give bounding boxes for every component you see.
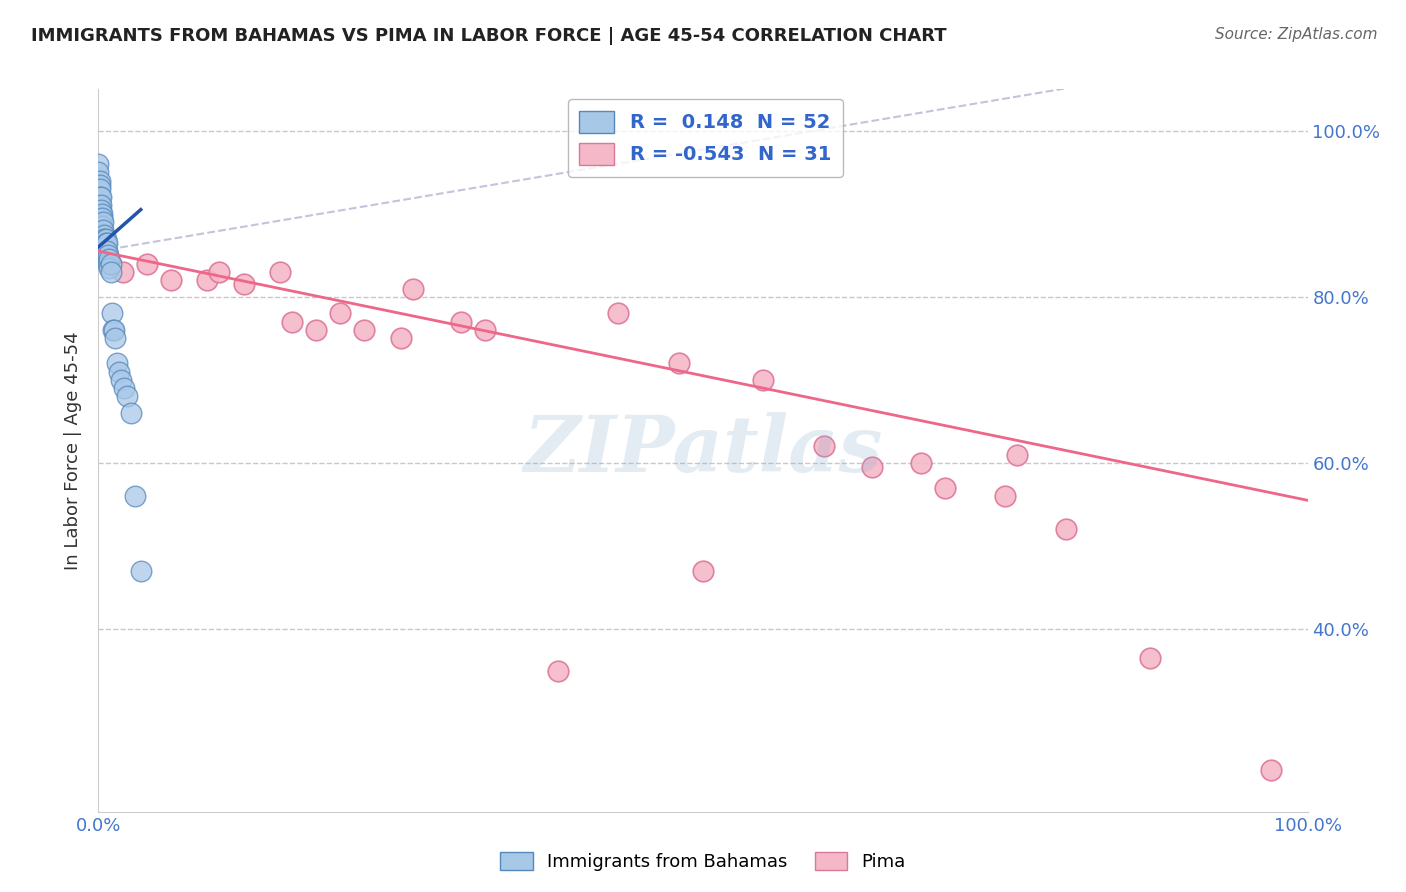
Point: [668, 356, 690, 370]
Point: [135, 257, 157, 271]
Point: [96, 252, 118, 267]
Point: [90, 190, 112, 204]
Point: [96, 235, 118, 250]
Point: [104, 331, 127, 345]
Point: [105, 356, 128, 370]
Point: [97, 248, 120, 262]
Point: [910, 456, 932, 470]
Point: [108, 365, 131, 379]
Point: [450, 315, 472, 329]
Point: [100, 265, 122, 279]
Point: [90, 219, 112, 234]
Point: [1054, 522, 1077, 536]
Point: [1007, 448, 1029, 462]
Point: [281, 315, 304, 329]
Point: [91, 207, 114, 221]
Point: [1260, 763, 1282, 777]
Point: [353, 323, 375, 337]
Point: [112, 381, 135, 395]
Text: IMMIGRANTS FROM BAHAMAS VS PIMA IN LABOR FORCE | AGE 45-54 CORRELATION CHART: IMMIGRANTS FROM BAHAMAS VS PIMA IN LABOR…: [31, 27, 946, 45]
Point: [100, 257, 122, 271]
Point: [91, 211, 114, 225]
Point: [100, 306, 122, 320]
Point: [93, 240, 115, 254]
Point: [120, 406, 142, 420]
Point: [100, 257, 122, 271]
Point: [101, 323, 124, 337]
Point: [89, 182, 111, 196]
Point: [269, 265, 291, 279]
Point: [994, 489, 1017, 503]
Point: [89, 207, 111, 221]
Text: Source: ZipAtlas.com: Source: ZipAtlas.com: [1215, 27, 1378, 42]
Point: [110, 373, 132, 387]
Point: [389, 331, 412, 345]
Point: [474, 323, 496, 337]
Point: [93, 232, 115, 246]
Point: [89, 178, 111, 192]
Point: [91, 215, 114, 229]
Point: [232, 277, 254, 292]
Point: [93, 248, 115, 262]
Point: [860, 460, 883, 475]
Point: [111, 265, 134, 279]
Point: [402, 281, 425, 295]
Text: ZIPatlas: ZIPatlas: [523, 412, 883, 489]
Point: [103, 323, 125, 337]
Point: [90, 227, 112, 242]
Point: [91, 219, 114, 234]
Point: [91, 232, 114, 246]
Point: [98, 260, 121, 275]
Point: [89, 232, 111, 246]
Point: [89, 215, 111, 229]
Point: [89, 211, 111, 225]
Point: [813, 439, 835, 453]
Point: [91, 235, 114, 250]
Point: [117, 389, 139, 403]
Point: [90, 202, 112, 217]
Point: [124, 489, 146, 503]
Point: [94, 232, 117, 246]
Point: [90, 198, 112, 212]
Point: [87, 157, 110, 171]
Legend: R =  0.148  N = 52, R = -0.543  N = 31: R = 0.148 N = 52, R = -0.543 N = 31: [568, 99, 842, 177]
Point: [94, 244, 117, 259]
Point: [329, 306, 352, 320]
Point: [305, 323, 328, 337]
Point: [129, 564, 152, 578]
Point: [97, 257, 120, 271]
Point: [934, 481, 956, 495]
Point: [89, 173, 111, 187]
Legend: Immigrants from Bahamas, Pima: Immigrants from Bahamas, Pima: [494, 845, 912, 879]
Point: [90, 211, 112, 225]
Point: [195, 273, 218, 287]
Point: [208, 265, 231, 279]
Point: [93, 227, 115, 242]
Point: [160, 273, 183, 287]
Point: [98, 252, 121, 267]
Point: [607, 306, 630, 320]
Point: [89, 198, 111, 212]
Point: [91, 227, 114, 242]
Point: [96, 244, 118, 259]
Point: [89, 190, 111, 204]
Point: [692, 564, 714, 578]
Point: [547, 664, 569, 678]
Point: [1139, 651, 1161, 665]
Point: [752, 373, 775, 387]
Point: [87, 165, 110, 179]
Point: [91, 223, 114, 237]
Point: [94, 235, 117, 250]
Y-axis label: In Labor Force | Age 45-54: In Labor Force | Age 45-54: [65, 331, 83, 570]
